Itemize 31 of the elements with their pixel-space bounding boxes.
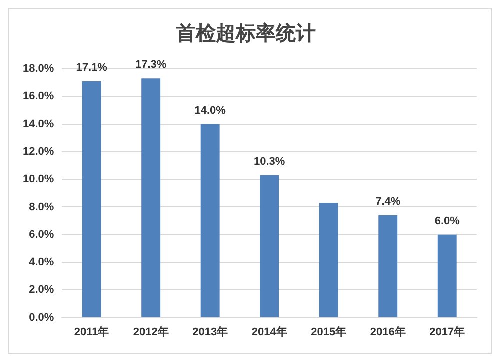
y-tick-label: 0.0% xyxy=(29,312,54,324)
bar xyxy=(142,78,161,318)
data-label: 10.3% xyxy=(254,156,286,168)
y-tick-label: 6.0% xyxy=(29,228,54,241)
y-tick-label: 14.0% xyxy=(22,118,54,130)
bar xyxy=(200,124,220,318)
data-label: 17.3% xyxy=(135,59,167,72)
y-tick-label: 4.0% xyxy=(29,256,54,269)
y-tick-label: 16.0% xyxy=(22,90,54,103)
data-label: 7.4% xyxy=(376,196,401,208)
data-label: 6.0% xyxy=(434,215,460,228)
bar xyxy=(438,234,457,318)
x-tick-label: 2014年 xyxy=(252,325,288,338)
x-tick-label: 2013年 xyxy=(192,325,228,338)
data-label: 17.1% xyxy=(76,62,108,74)
x-tick-label: 2016年 xyxy=(370,325,406,338)
bar xyxy=(378,216,398,318)
y-tick-label: 8.0% xyxy=(29,201,54,214)
y-tick-label: 2.0% xyxy=(29,284,54,296)
data-label: 14.0% xyxy=(194,104,226,117)
bar xyxy=(82,81,102,318)
x-tick-label: 2012年 xyxy=(133,325,169,338)
x-tick-label: 2017年 xyxy=(430,325,466,338)
chart-title: 首检超标率统计 xyxy=(175,21,316,46)
bar xyxy=(260,175,280,318)
y-tick-label: 18.0% xyxy=(22,63,54,76)
y-tick-label: 12.0% xyxy=(22,146,54,158)
bar xyxy=(319,203,338,318)
y-tick-label: 10.0% xyxy=(22,174,54,186)
x-tick-label: 2011年 xyxy=(74,325,110,338)
x-tick-label: 2015年 xyxy=(311,325,347,338)
